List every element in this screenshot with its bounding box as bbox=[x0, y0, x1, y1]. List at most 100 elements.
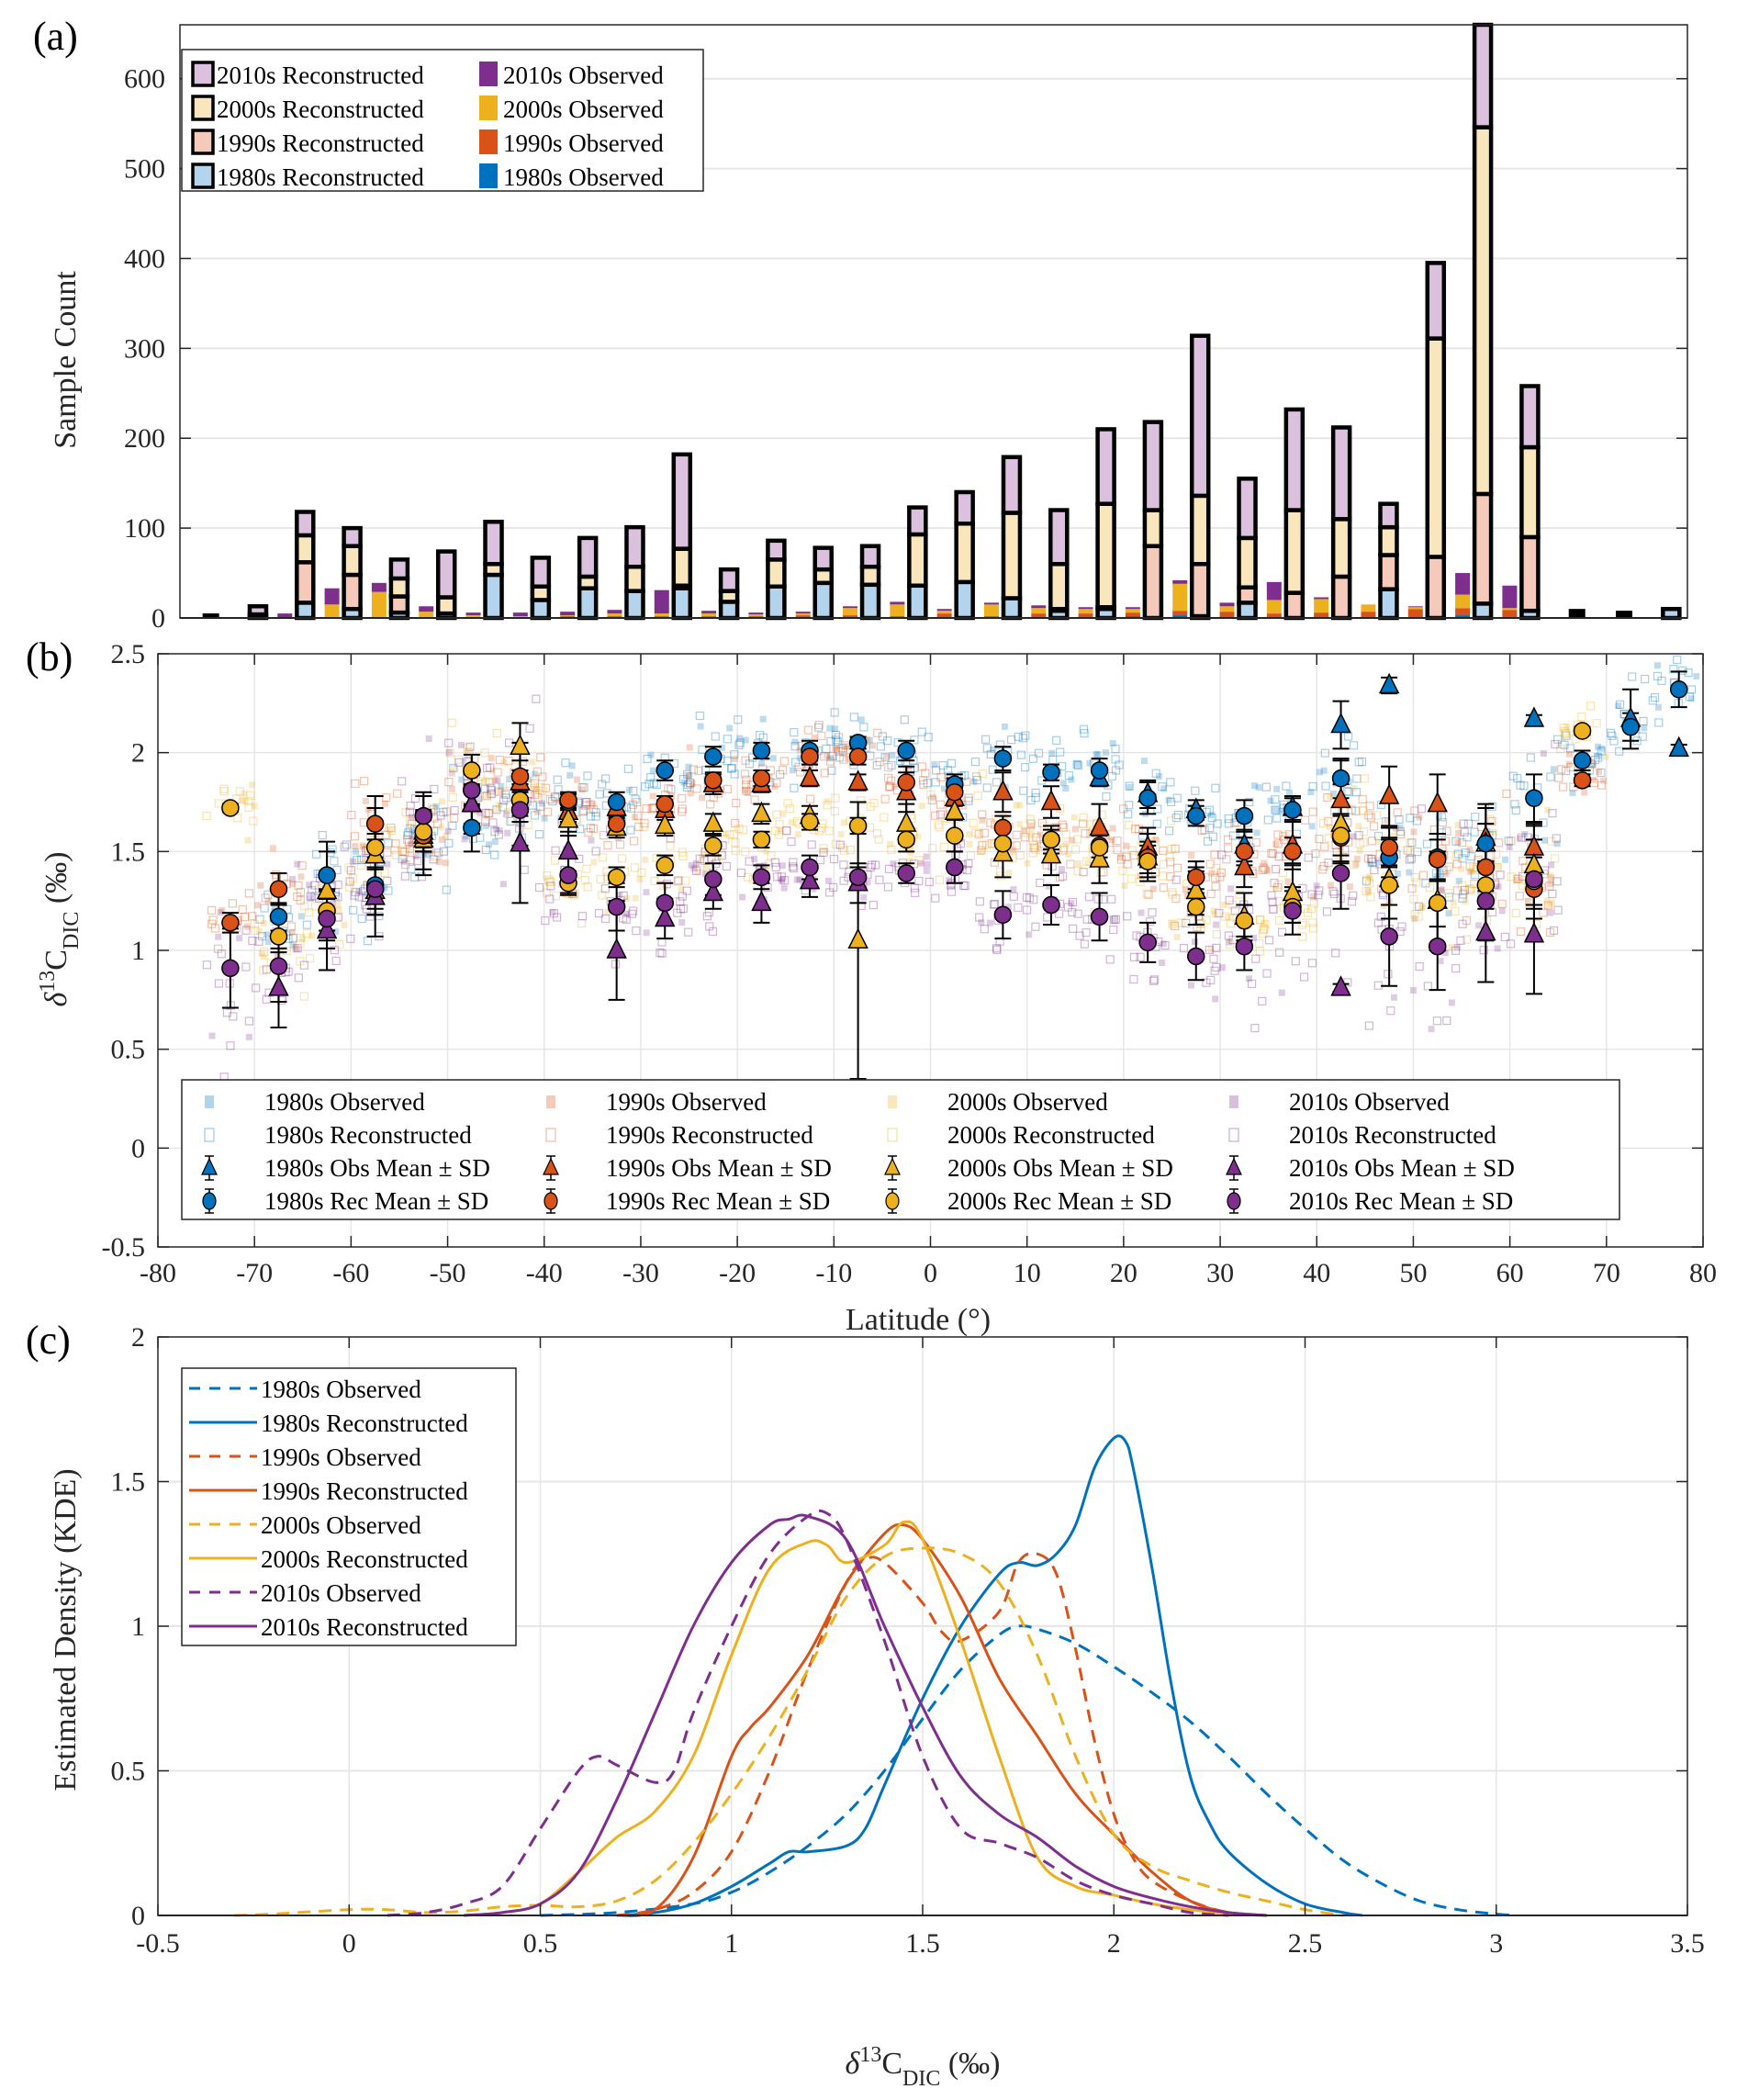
cloud-point-reconstructed bbox=[1058, 871, 1068, 881]
cloud-point-observed bbox=[308, 932, 315, 939]
cloud-point-observed bbox=[1183, 892, 1191, 899]
cloud-point-reconstructed bbox=[1208, 832, 1217, 841]
cloud-point-reconstructed bbox=[1444, 862, 1453, 871]
cloud-point-reconstructed bbox=[1059, 846, 1068, 855]
cloud-point-observed bbox=[742, 736, 749, 744]
cloud-point-reconstructed bbox=[931, 893, 940, 903]
cloud-point-observed bbox=[1438, 887, 1445, 894]
cloud-point-reconstructed bbox=[1211, 783, 1220, 792]
cloud-point-reconstructed bbox=[1628, 672, 1637, 681]
obs-mean-triangle-1990 bbox=[1234, 854, 1255, 876]
cloud-point-reconstructed bbox=[1457, 838, 1467, 848]
cloud-point-reconstructed bbox=[404, 837, 413, 847]
cloud-point-reconstructed bbox=[598, 891, 607, 900]
legend-label: 2010s Reconstructed bbox=[261, 1613, 468, 1641]
obs-mean-triangle-2010 bbox=[606, 938, 627, 959]
cloud-point-reconstructed bbox=[1052, 823, 1061, 832]
bar-reconstructed-2010 bbox=[766, 538, 787, 562]
obs-mean-triangle-1990 bbox=[1378, 783, 1400, 804]
cloud-point-reconstructed bbox=[1515, 892, 1524, 901]
cloud-point-reconstructed bbox=[828, 751, 837, 760]
bar-reconstructed-2010 bbox=[342, 525, 363, 548]
cloud-point-reconstructed bbox=[745, 857, 754, 866]
bar-reconstructed-1990 bbox=[342, 572, 363, 612]
panel-b-ylabel: δ13CDIC (‰) bbox=[36, 852, 84, 1007]
bar-observed-2010 bbox=[1455, 573, 1471, 595]
panel-b-frame bbox=[157, 653, 1704, 1248]
bar-reconstructed-empty bbox=[1568, 609, 1586, 618]
cloud-point-reconstructed bbox=[444, 738, 454, 747]
bar-reconstructed-1990 bbox=[1330, 574, 1352, 621]
cloud-point-reconstructed bbox=[1255, 947, 1264, 956]
cloud-point-observed bbox=[1137, 840, 1144, 848]
cloud-point-reconstructed bbox=[702, 912, 712, 921]
cloud-point-reconstructed bbox=[1009, 892, 1018, 901]
rec-mean-circle-2010 bbox=[269, 957, 288, 975]
cloud-point-reconstructed bbox=[427, 803, 437, 813]
cloud-point-reconstructed bbox=[551, 793, 560, 803]
legend-label: 1990s Observed bbox=[606, 1088, 767, 1116]
cloud-point-observed bbox=[208, 1032, 216, 1039]
bar-reconstructed-2010 bbox=[435, 549, 457, 600]
cloud-point-reconstructed bbox=[580, 875, 589, 885]
cloud-point-reconstructed bbox=[598, 780, 607, 789]
cloud-point-observed bbox=[977, 848, 984, 855]
panel-c-ytick-label: 0.5 bbox=[111, 1757, 146, 1787]
cloud-point-reconstructed bbox=[1464, 884, 1474, 893]
cloud-point-observed bbox=[504, 829, 511, 837]
cloud-point-observed bbox=[1355, 823, 1362, 830]
cloud-point-reconstructed bbox=[528, 801, 537, 810]
cloud-point-observed bbox=[1278, 808, 1285, 815]
cloud-point-reconstructed bbox=[463, 744, 472, 753]
cloud-point-reconstructed bbox=[536, 753, 545, 762]
cloud-point-observed bbox=[464, 747, 471, 755]
panel-b-xtick-label: -10 bbox=[815, 1258, 852, 1288]
cloud-point-observed bbox=[1428, 1026, 1435, 1033]
cloud-point-reconstructed bbox=[1172, 793, 1182, 803]
cloud-point-reconstructed bbox=[790, 742, 800, 751]
cloud-point-reconstructed bbox=[992, 778, 1002, 787]
bar-reconstructed-2000 bbox=[1142, 508, 1164, 548]
rec-mean-circle-1990 bbox=[752, 769, 771, 788]
cloud-point-observed bbox=[1025, 931, 1033, 938]
bar-reconstructed-1990 bbox=[1142, 544, 1164, 621]
bar-reconstructed-2000 bbox=[1283, 508, 1306, 595]
legend-label: 2000s Reconstructed bbox=[261, 1545, 468, 1573]
cloud-point-reconstructed bbox=[1415, 962, 1424, 971]
cloud-point-observed bbox=[1160, 940, 1167, 948]
cloud-point-observed bbox=[699, 794, 706, 802]
cloud-point-reconstructed bbox=[1497, 899, 1507, 908]
cloud-point-reconstructed bbox=[1553, 905, 1563, 915]
cloud-point-reconstructed bbox=[756, 730, 765, 740]
panel-c-xtick-label: 0 bbox=[342, 1928, 356, 1959]
cloud-point-reconstructed bbox=[788, 862, 798, 871]
cloud-point-reconstructed bbox=[297, 861, 307, 870]
cloud-point-observed bbox=[258, 949, 265, 957]
cloud-point-observed bbox=[1213, 921, 1220, 928]
legend-marker-circle bbox=[885, 1192, 900, 1210]
cloud-point-reconstructed bbox=[1397, 922, 1406, 931]
cloud-point-reconstructed bbox=[1058, 820, 1067, 829]
legend-swatch bbox=[479, 62, 498, 86]
cloud-point-observed bbox=[1308, 823, 1316, 830]
cloud-point-observed bbox=[1615, 702, 1622, 710]
cloud-point-reconstructed bbox=[1314, 891, 1323, 900]
obs-mean-triangle-1990 bbox=[1040, 789, 1062, 811]
cloud-point-observed bbox=[249, 781, 256, 789]
cloud-point-observed bbox=[532, 786, 540, 793]
cloud-point-reconstructed bbox=[1648, 696, 1657, 705]
cloud-point-reconstructed bbox=[1465, 862, 1474, 871]
cloud-point-reconstructed bbox=[694, 766, 703, 776]
cloud-point-reconstructed bbox=[777, 872, 786, 882]
cloud-point-observed bbox=[1121, 882, 1128, 890]
cloud-point-observed bbox=[1600, 777, 1608, 784]
cloud-point-reconstructed bbox=[549, 909, 559, 918]
cloud-point-observed bbox=[1137, 909, 1145, 916]
bar-reconstructed-2000 bbox=[1001, 511, 1023, 601]
cloud-point-reconstructed bbox=[686, 779, 695, 788]
cloud-point-reconstructed bbox=[1224, 844, 1233, 853]
rec-mean-circle-2010 bbox=[1525, 870, 1543, 889]
bar-observed-2010 bbox=[795, 612, 811, 614]
cloud-point-reconstructed bbox=[1149, 975, 1160, 984]
bar-reconstructed-empty bbox=[1616, 611, 1633, 618]
